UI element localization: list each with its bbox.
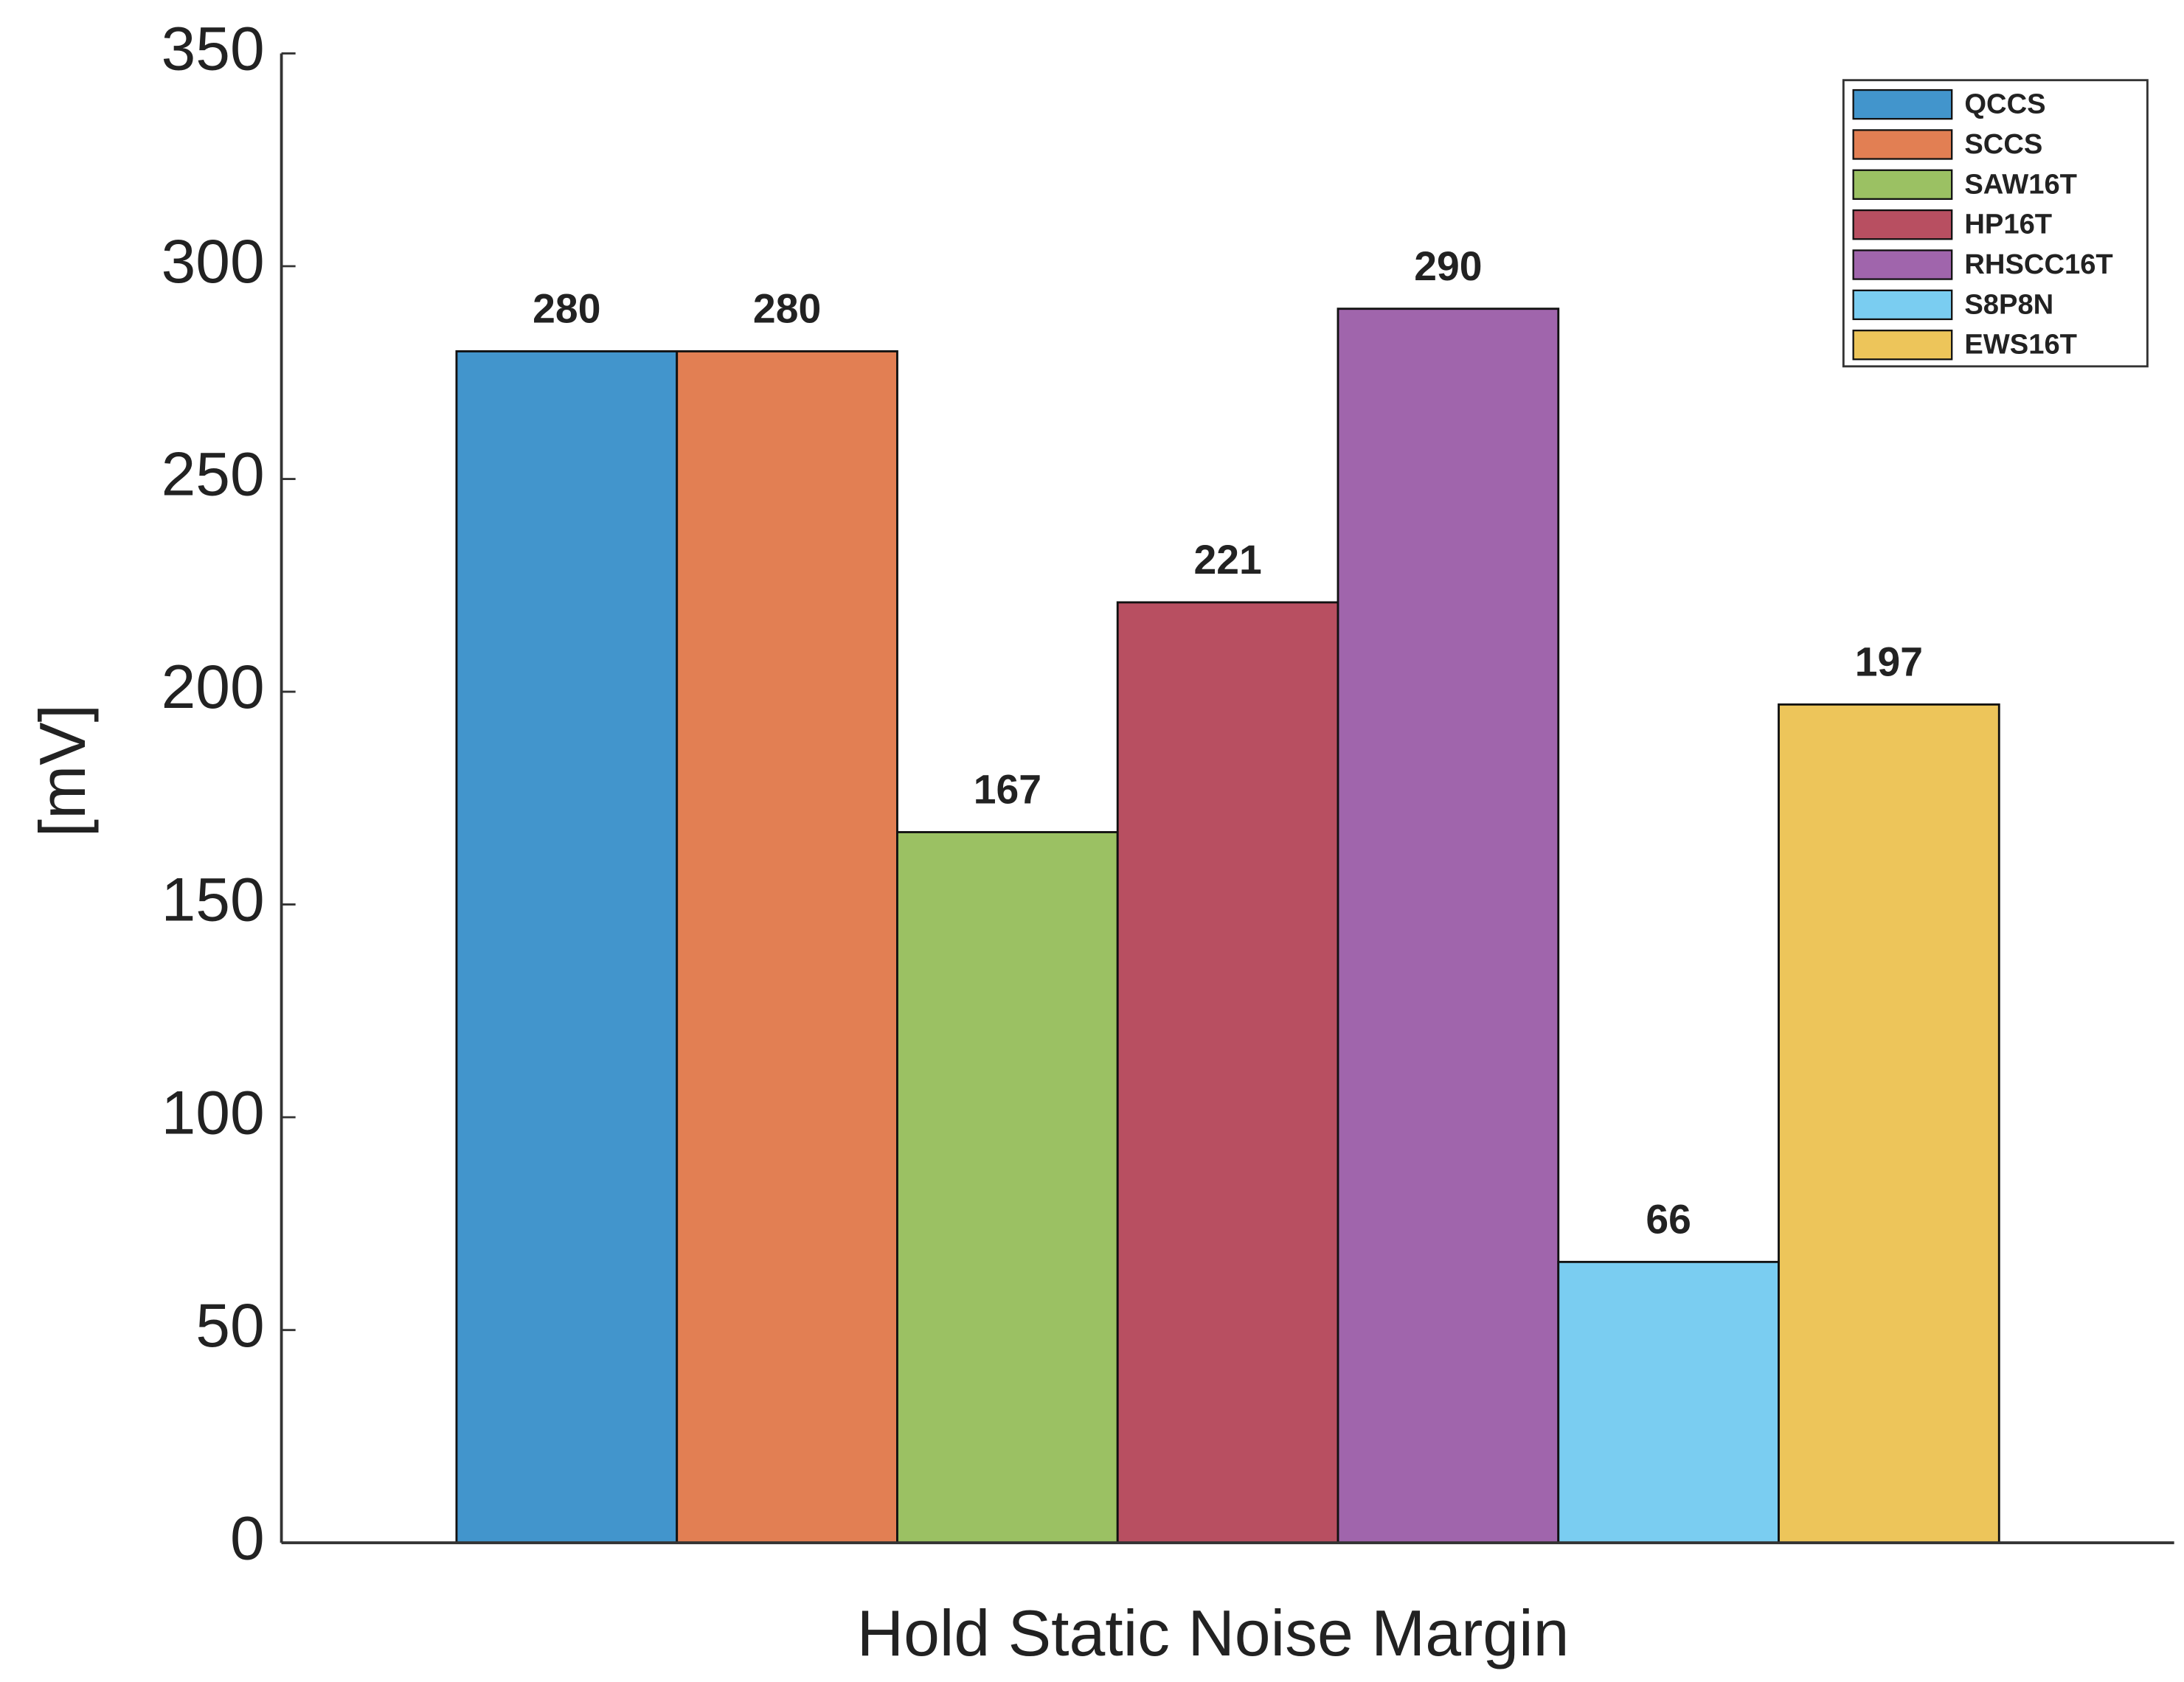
x-axis-label: Hold Static Noise Margin bbox=[857, 1597, 1570, 1669]
y-axis-label: [mV] bbox=[27, 704, 99, 837]
y-tick-label: 50 bbox=[195, 1290, 264, 1360]
legend-swatch bbox=[1852, 209, 1953, 240]
y-tick-label: 350 bbox=[162, 14, 265, 83]
legend-label: HP16T bbox=[1964, 209, 2052, 240]
legend-label: SAW16T bbox=[1964, 168, 2077, 200]
data-label: 290 bbox=[1414, 243, 1482, 289]
y-tick-label: 250 bbox=[162, 439, 265, 509]
bar bbox=[896, 831, 1119, 1544]
y-tick-label: 0 bbox=[230, 1503, 265, 1572]
legend-swatch bbox=[1852, 129, 1953, 160]
legend-swatch bbox=[1852, 169, 1953, 201]
y-tick-label: 200 bbox=[162, 652, 265, 721]
bar bbox=[455, 350, 679, 1544]
legend-swatch bbox=[1852, 249, 1953, 280]
y-tick-label: 100 bbox=[162, 1077, 265, 1147]
bar bbox=[676, 350, 898, 1544]
data-label: 66 bbox=[1646, 1197, 1691, 1243]
legend-swatch bbox=[1852, 330, 1953, 361]
legend-label: RHSCC16T bbox=[1964, 249, 2112, 280]
data-label: 221 bbox=[1193, 537, 1261, 583]
y-tick-label: 300 bbox=[162, 226, 265, 296]
bar bbox=[1778, 703, 2000, 1544]
data-label: 167 bbox=[974, 767, 1041, 813]
bar bbox=[1116, 601, 1339, 1544]
data-label: 197 bbox=[1855, 639, 1923, 685]
legend-label: S8P8N bbox=[1964, 288, 2053, 320]
y-tick-label: 150 bbox=[162, 865, 265, 934]
legend-swatch bbox=[1852, 88, 1953, 120]
legend-swatch bbox=[1852, 289, 1953, 321]
bar bbox=[1557, 1260, 1780, 1544]
legend-label: EWS16T bbox=[1964, 329, 2077, 361]
data-label: 280 bbox=[533, 286, 600, 332]
bar bbox=[1337, 307, 1560, 1544]
legend-label: QCCS bbox=[1964, 88, 2045, 120]
data-label: 280 bbox=[753, 286, 821, 332]
legend-label: SCCS bbox=[1964, 128, 2042, 160]
